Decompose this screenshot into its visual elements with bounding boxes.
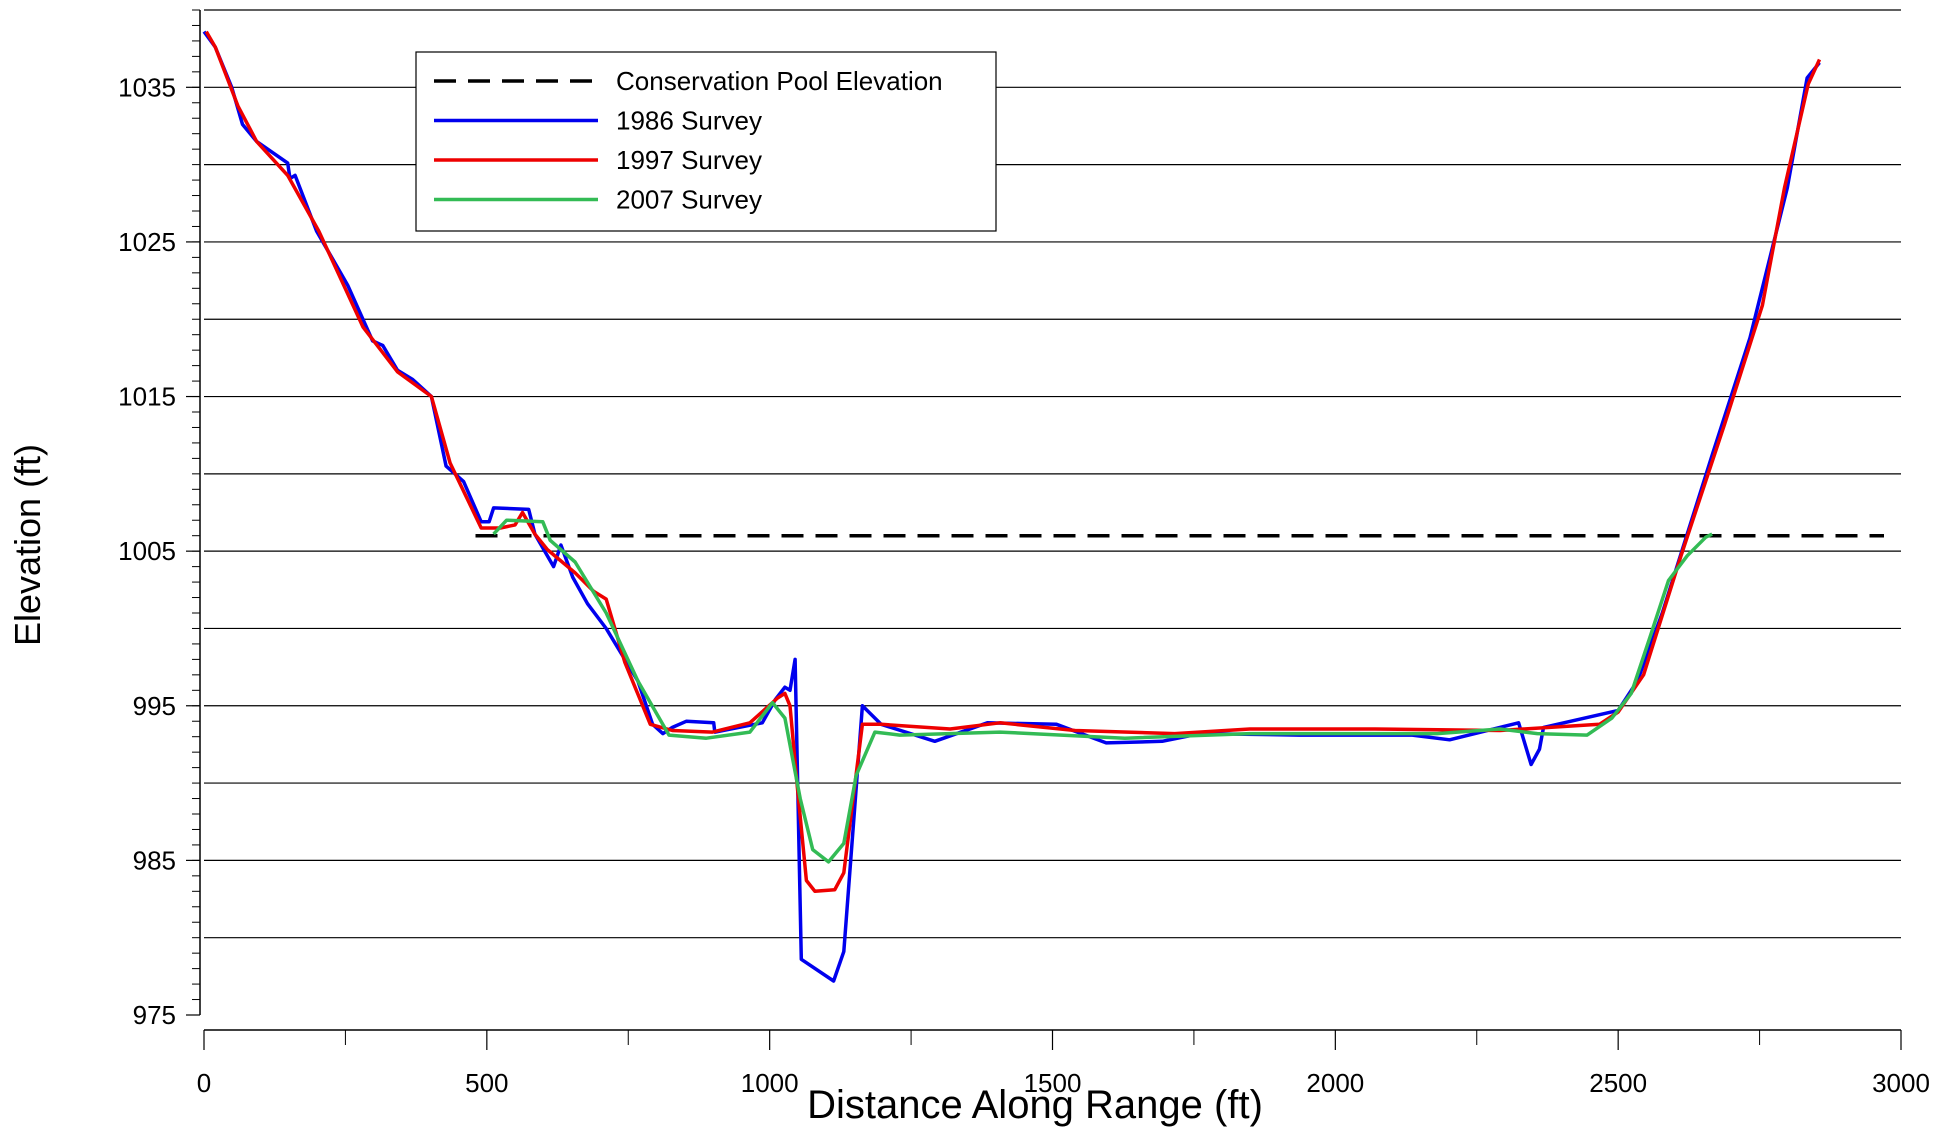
x-tick-label: 0 [197, 1068, 211, 1098]
legend-label: 1986 Survey [616, 106, 762, 136]
legend-label: 2007 Survey [616, 185, 762, 215]
y-tick-label: 1025 [118, 227, 176, 257]
y-tick-label: 975 [133, 1000, 176, 1030]
x-axis-title: Distance Along Range (ft) [807, 1083, 1263, 1127]
x-tick-label: 2000 [1306, 1068, 1364, 1098]
y-axis-title: Elevation (ft) [7, 444, 48, 646]
series-line [492, 518, 1713, 864]
x-tick-label: 3000 [1872, 1068, 1930, 1098]
series-line [202, 30, 1821, 983]
y-tick-label: 1015 [118, 382, 176, 412]
y-tick-label: 1035 [118, 72, 176, 102]
legend-label: Conservation Pool Elevation [616, 66, 943, 96]
x-tick-label: 500 [465, 1068, 508, 1098]
y-tick-label: 995 [133, 691, 176, 721]
x-tick-label: 2500 [1589, 1068, 1647, 1098]
y-tick-label: 985 [133, 845, 176, 875]
x-tick-label: 1000 [741, 1068, 799, 1098]
legend-label: 1997 Survey [616, 145, 762, 175]
y-tick-label: 1005 [118, 536, 176, 566]
x-tick-label: 1500 [1024, 1068, 1082, 1098]
series-line [204, 30, 1822, 894]
